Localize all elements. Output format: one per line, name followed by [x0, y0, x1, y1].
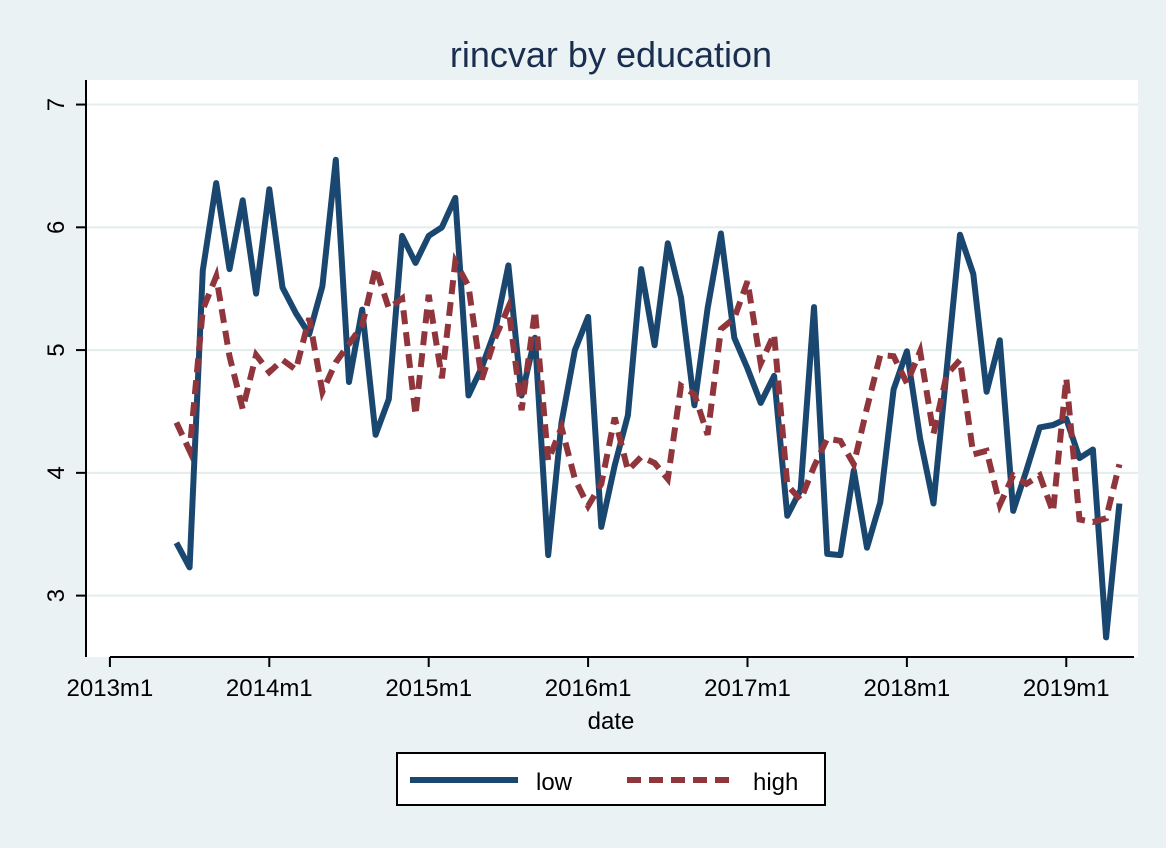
gridlines [86, 103, 1138, 597]
x-tick-label-2018m1: 2018m1 [864, 675, 951, 702]
legend-label-high: high [753, 769, 798, 796]
x-tick-label-2016m1: 2016m1 [545, 675, 632, 702]
x-tick-label-2014m1: 2014m1 [226, 675, 313, 702]
axes [85, 80, 1134, 658]
x-axis-title: date [588, 708, 635, 735]
y-axis-ticks: 3 4 5 6 7 [43, 98, 86, 602]
y-tick-label-6: 6 [43, 221, 70, 234]
chart-title: rincvar by education [450, 34, 772, 75]
series-lines [173, 156, 1123, 641]
y-tick-label-5: 5 [43, 343, 70, 356]
x-tick-label-2015m1: 2015m1 [385, 675, 472, 702]
plot-area [86, 80, 1138, 657]
x-tick-label-2013m1: 2013m1 [67, 675, 154, 702]
x-tick-label-2019m1: 2019m1 [1023, 675, 1110, 702]
x-tick-label-2017m1: 2017m1 [704, 675, 791, 702]
x-axis-ticks: 2013m1 2014m1 2015m1 2016m1 2017m1 2018m1 2019… [67, 657, 1110, 702]
series-line-low [173, 156, 1123, 641]
y-tick-label-3: 3 [43, 589, 70, 602]
series-line-high [173, 251, 1123, 526]
legend: low high [396, 752, 826, 806]
y-tick-label-4: 4 [43, 466, 70, 479]
legend-label-low: low [536, 769, 573, 796]
y-tick-label-7: 7 [43, 98, 70, 111]
